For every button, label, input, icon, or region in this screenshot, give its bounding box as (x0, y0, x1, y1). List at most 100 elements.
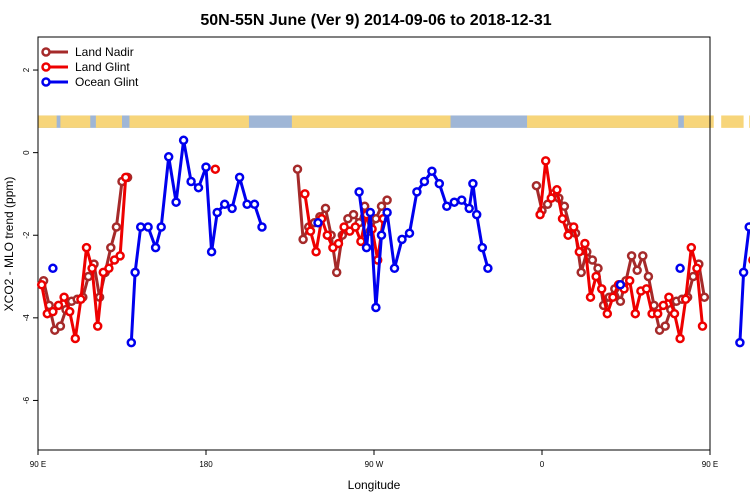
data-point (692, 263, 702, 274)
y-axis-label: XCO2 - MLO trend (ppm) (2, 177, 16, 312)
data-point (669, 308, 680, 319)
legend-swatch-marker (41, 47, 51, 57)
data-point (333, 238, 344, 249)
data-point (48, 263, 58, 274)
data-point (471, 209, 482, 220)
land-segment (291, 115, 451, 128)
data-point (477, 242, 488, 253)
data-point (615, 296, 626, 307)
data-point (242, 199, 252, 210)
data-point (557, 213, 568, 224)
data-point (376, 230, 387, 240)
data-point (322, 230, 333, 240)
series-line (357, 169, 490, 309)
data-point (320, 203, 331, 214)
data-point (442, 201, 452, 212)
data-point (697, 321, 708, 331)
data-point (178, 135, 189, 146)
data-point (574, 247, 585, 257)
y-tick-label: 2 (22, 67, 31, 72)
data-point (552, 185, 562, 195)
data-point (313, 218, 323, 228)
data-point (227, 203, 237, 214)
data-point (638, 251, 648, 261)
data-point (376, 201, 387, 212)
data-point (92, 321, 103, 331)
land-segment (683, 115, 714, 128)
chart-title: 50N-55N June (Ver 9) 2014-09-06 to 2018-… (200, 12, 551, 29)
data-point (106, 242, 116, 253)
data-point (120, 172, 131, 183)
data-point (596, 284, 607, 294)
legend-swatch-marker (41, 77, 51, 87)
data-point (365, 207, 376, 218)
data-point (193, 182, 204, 193)
y-tick-label: -4 (22, 314, 31, 322)
data-point (626, 251, 637, 261)
land-ocean-strip (38, 115, 750, 128)
series-ocean-glint (48, 135, 750, 348)
data-point (212, 207, 222, 218)
data-point (531, 180, 542, 191)
data-point (576, 267, 586, 278)
data-point (540, 156, 551, 166)
data-point (206, 247, 217, 257)
data-point (624, 275, 635, 286)
data-point (419, 176, 430, 187)
series-line (738, 225, 750, 343)
data-point (126, 337, 137, 348)
data-point (64, 306, 75, 317)
data-point (630, 308, 641, 319)
legend-swatch-marker (41, 62, 51, 72)
data-point (81, 242, 92, 253)
data-point (48, 306, 58, 317)
data-point (219, 199, 230, 210)
legend-label: Land Nadir (75, 45, 134, 59)
series-land-glint (36, 156, 750, 344)
data-point (111, 222, 122, 232)
data-point (104, 263, 114, 274)
data-point (53, 300, 64, 311)
data-point (331, 267, 342, 278)
data-point (434, 178, 445, 189)
data-point (354, 187, 364, 197)
data-point (76, 294, 86, 305)
data-point (156, 222, 166, 232)
land-segment (721, 115, 744, 128)
data-point (350, 222, 361, 232)
data-point (738, 267, 749, 278)
data-point (382, 195, 392, 205)
data-point (36, 280, 47, 290)
data-point (83, 271, 94, 282)
data-point (356, 236, 366, 247)
data-point (688, 271, 698, 282)
data-point (652, 308, 663, 319)
land-segment (60, 115, 91, 128)
series-line (129, 138, 264, 343)
data-point (468, 178, 478, 189)
land-segment (38, 115, 57, 128)
y-tick-label: -6 (22, 396, 31, 404)
x-tick-label: 180 (199, 460, 213, 469)
data-point (675, 263, 685, 274)
data-point (311, 247, 321, 257)
data-point (744, 222, 750, 232)
data-point (371, 213, 381, 224)
data-point (664, 292, 674, 302)
data-point (55, 321, 66, 331)
data-point (143, 222, 153, 232)
data-point (483, 263, 493, 274)
data-point (234, 172, 245, 183)
x-tick-label: 90 W (365, 460, 384, 469)
land-segment (527, 115, 679, 128)
series-layer (36, 135, 750, 348)
data-point (641, 284, 652, 294)
data-point (186, 176, 196, 187)
data-point (292, 164, 303, 174)
data-point (348, 209, 359, 220)
data-point (163, 152, 174, 162)
x-axis-ticks: 90 E 180 90 W 0 90 E (30, 450, 718, 469)
data-point (210, 164, 221, 174)
